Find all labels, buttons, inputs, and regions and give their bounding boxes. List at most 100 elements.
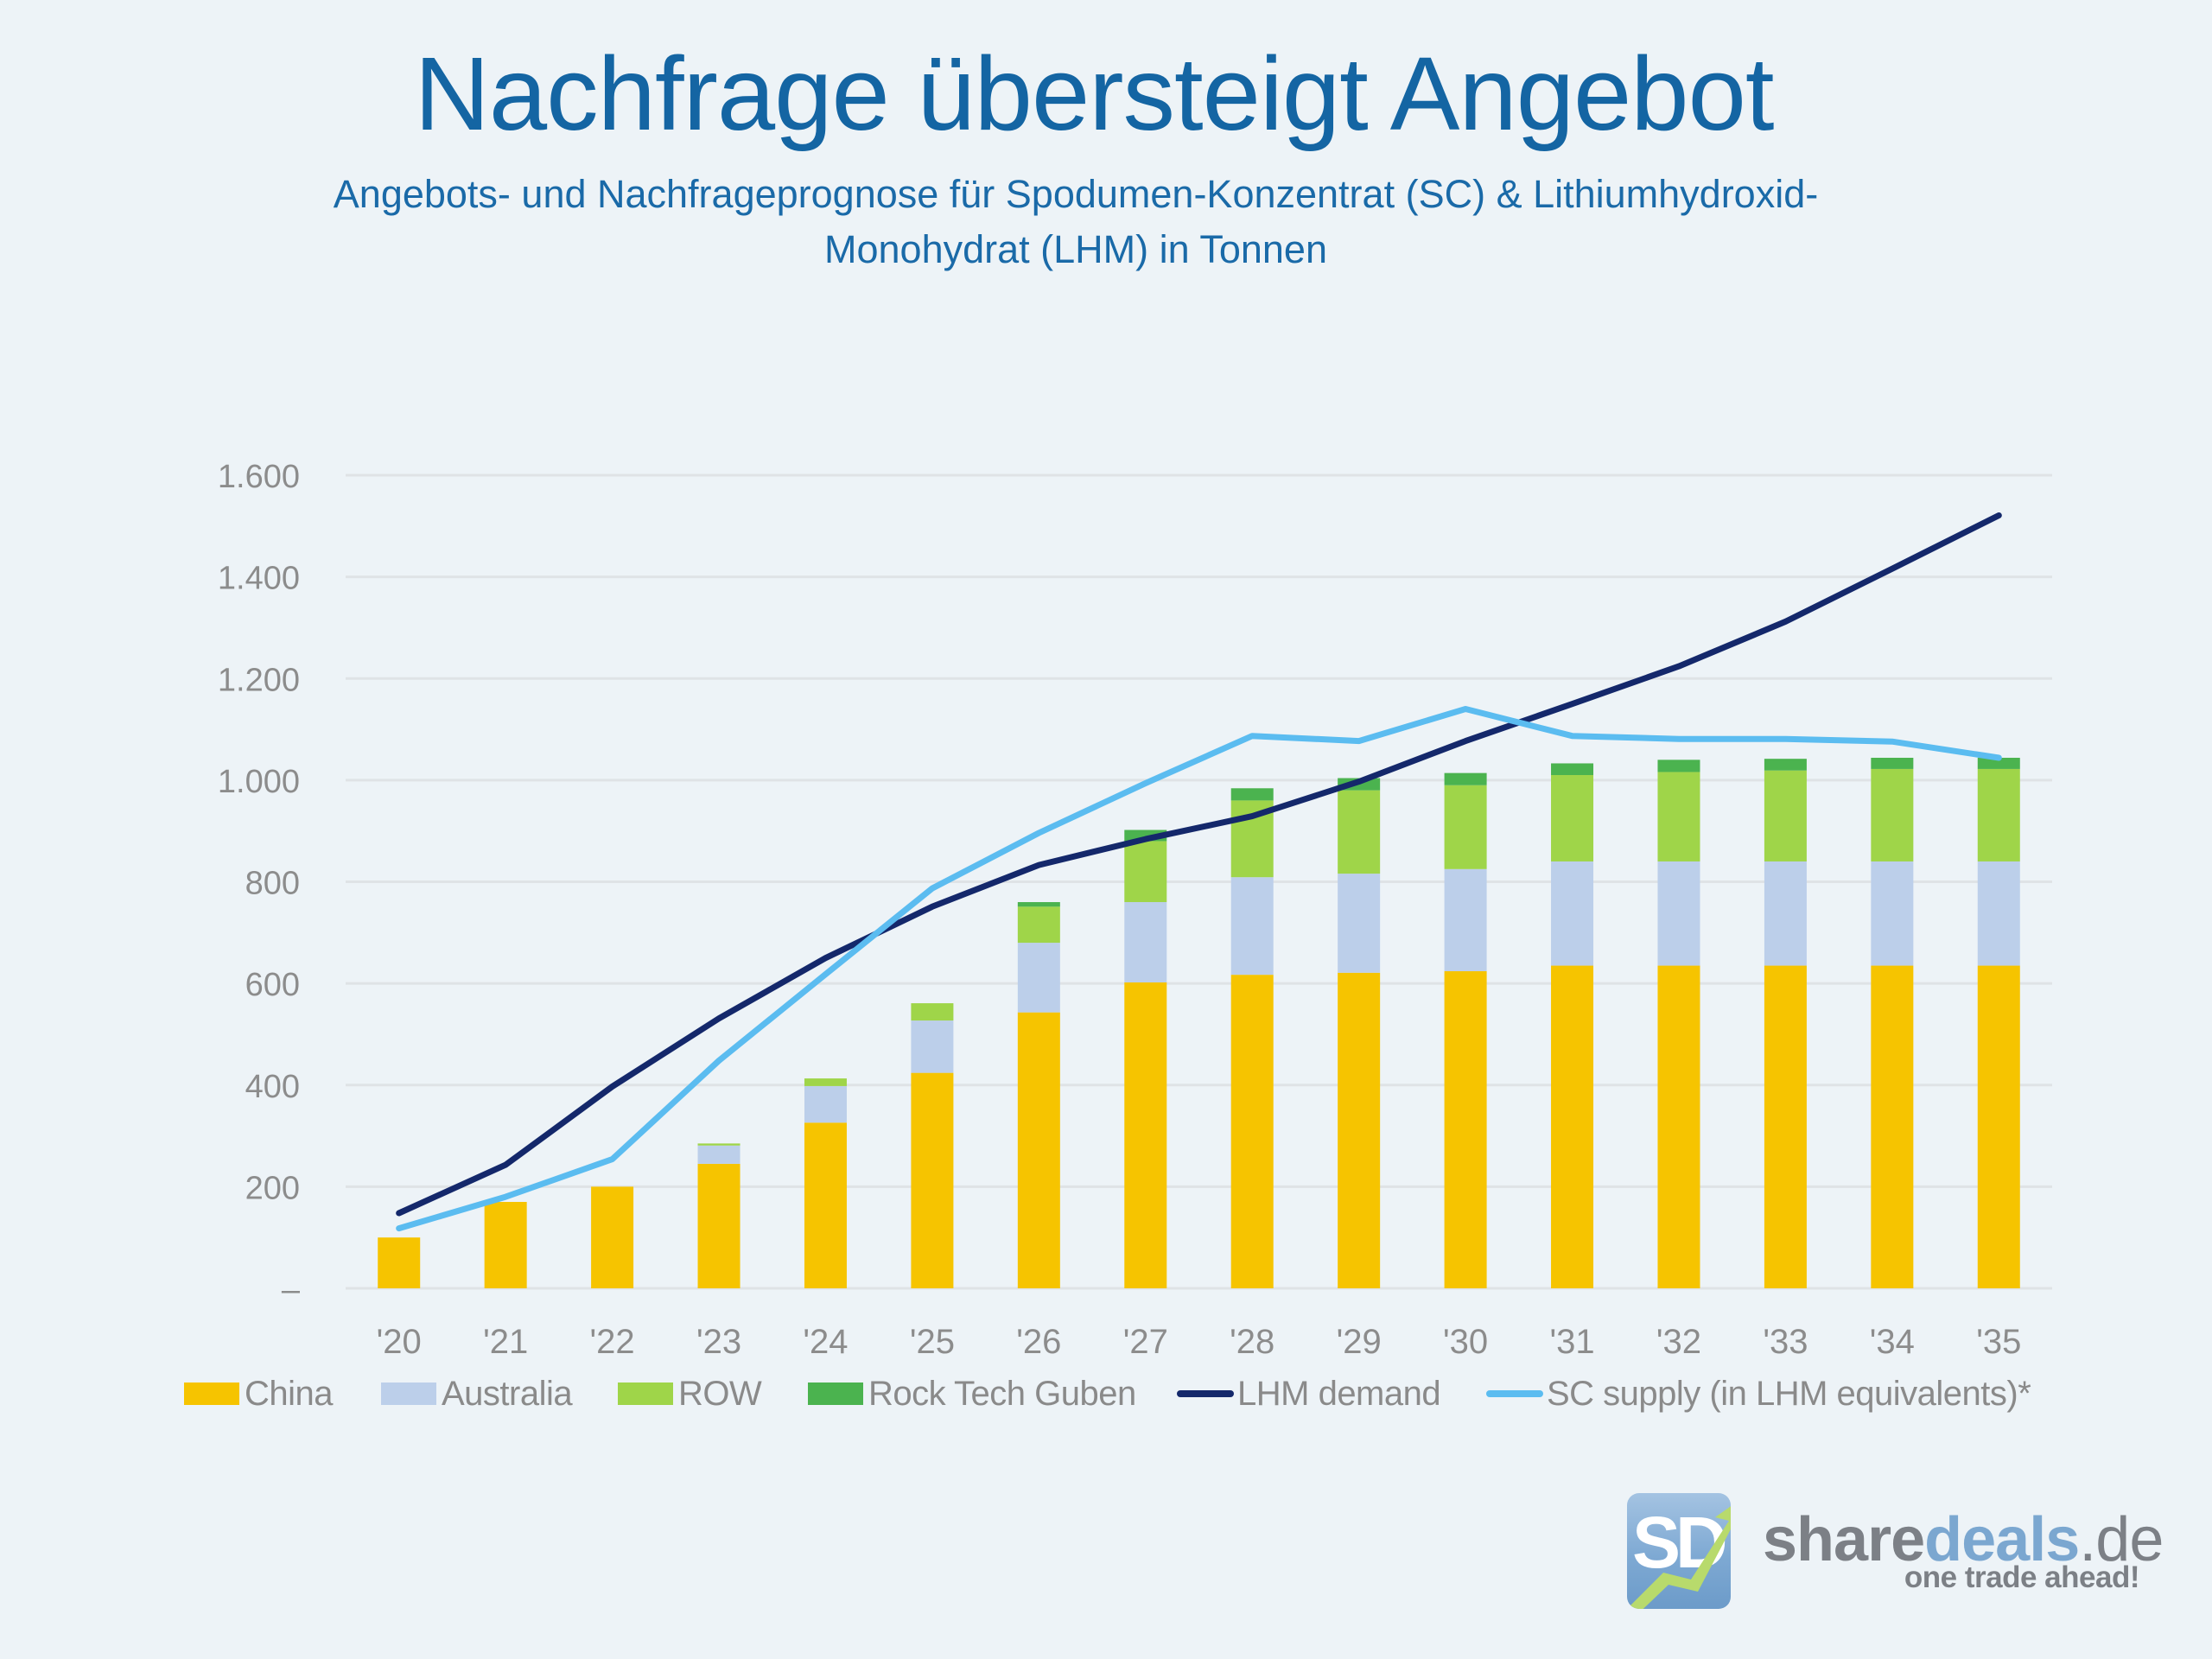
- x-tick-label: '31: [1549, 1323, 1594, 1361]
- bar-segment-rock-tech-guben: [1871, 757, 1914, 769]
- x-tick-label: '23: [696, 1323, 741, 1361]
- bar-segment-row: [1124, 841, 1167, 903]
- bar-segment-australia: [1871, 861, 1914, 966]
- legend-line-sc-supply: [1486, 1390, 1543, 1397]
- subtitle-line-1: Angebots- und Nachfrageprognose für Spod…: [333, 172, 1819, 216]
- logo-icon-text: SD: [1632, 1502, 1728, 1583]
- bars: [378, 757, 2020, 1288]
- x-tick-label: '24: [803, 1323, 848, 1361]
- legend-item-australia: Australia: [381, 1372, 573, 1415]
- x-tick-label: '26: [1016, 1323, 1061, 1361]
- y-tick-label: 800: [245, 866, 300, 902]
- logo-tagline: one trade ahead!: [1904, 1560, 2140, 1594]
- legend-swatch-rock-tech-guben: [808, 1382, 863, 1405]
- bar-segment-australia: [1338, 874, 1381, 973]
- y-tick-label: 600: [245, 967, 300, 1003]
- logo-wordmark: sharedeals.de: [1763, 1505, 2164, 1574]
- x-tick-label: '33: [1763, 1323, 1808, 1361]
- bar-segment-australia: [1764, 861, 1807, 966]
- bar-segment-china: [1124, 982, 1167, 1288]
- bar-segment-row: [1977, 768, 2020, 861]
- x-tick-label: '28: [1230, 1323, 1274, 1361]
- y-tick-label: 200: [245, 1170, 300, 1206]
- bar-segment-australia: [1977, 861, 2020, 966]
- x-tick-label: '25: [910, 1323, 955, 1361]
- bar-segment-australia: [1551, 861, 1594, 966]
- bar-segment-china: [1230, 975, 1274, 1288]
- legend-label: Rock Tech Guben: [868, 1374, 1136, 1413]
- legend-label: LHM demand: [1237, 1374, 1441, 1413]
- bar-segment-australia: [1444, 868, 1487, 972]
- x-tick-label: '29: [1337, 1323, 1382, 1361]
- chart-title: Nachfrage übersteigt Angebot: [414, 35, 1774, 152]
- legend-line-lhm-demand: [1177, 1390, 1234, 1397]
- x-tick-label: '22: [590, 1323, 635, 1361]
- bar-segment-row: [804, 1078, 847, 1086]
- bar-segment-rock-tech-guben: [1977, 757, 2020, 769]
- bar-segment-row: [1871, 768, 1914, 861]
- bar-segment-china: [378, 1237, 421, 1288]
- y-axis: – 200 400 600 800 1.000 1.200 1.400 1.600: [218, 459, 301, 1308]
- legend-label: China: [245, 1374, 334, 1413]
- bar-segment-australia: [1017, 943, 1060, 1013]
- x-tick-label: '27: [1123, 1323, 1168, 1361]
- chart-legend: China Australia ROW Rock Tech Guben LHM …: [0, 1372, 2212, 1415]
- x-tick-label: '32: [1656, 1323, 1701, 1361]
- legend-label: ROW: [678, 1374, 762, 1413]
- line-series-sc-supply-in-lhm-equivalents: [396, 706, 2002, 1232]
- x-tick-label: '21: [483, 1323, 528, 1361]
- bar-segment-row: [1017, 906, 1060, 944]
- legend-item-row: ROW: [618, 1372, 762, 1415]
- bar-segment-row: [1657, 772, 1700, 861]
- bar-segment-china: [1017, 1012, 1060, 1288]
- bar-segment-china: [591, 1186, 634, 1288]
- x-tick-label: '20: [377, 1323, 422, 1361]
- legend-label: Australia: [442, 1374, 573, 1413]
- bar-segment-china: [911, 1072, 954, 1288]
- bar-segment-rock-tech-guben: [1764, 759, 1807, 771]
- bar-segment-row: [697, 1143, 741, 1146]
- bar-segment-australia: [804, 1085, 847, 1123]
- bar-segment-rock-tech-guben: [1551, 763, 1594, 775]
- bar-segment-china: [697, 1163, 741, 1288]
- y-tick-label: 400: [245, 1069, 300, 1105]
- bar-segment-china: [1764, 965, 1807, 1288]
- bar-segment-australia: [1124, 902, 1167, 982]
- y-tick-label: 1.200: [218, 662, 300, 698]
- bar-segment-china: [804, 1122, 847, 1288]
- bar-segment-row: [1338, 790, 1381, 874]
- legend-swatch-china: [184, 1382, 239, 1405]
- bar-segment-row: [1551, 774, 1594, 861]
- legend-item-china: China: [184, 1372, 334, 1415]
- bar-segment-china: [484, 1202, 527, 1288]
- bar-segment-china: [1444, 971, 1487, 1288]
- bar-segment-australia: [911, 1020, 954, 1073]
- bar-segment-rock-tech-guben: [1230, 788, 1274, 801]
- bar-segment-china: [1657, 965, 1700, 1288]
- line-series-lhm-demand: [396, 512, 2002, 1217]
- bar-segment-row: [911, 1003, 954, 1021]
- bar-segment-rock-tech-guben: [1444, 772, 1487, 785]
- sharedeals-logo-icon: SD: [1627, 1493, 1731, 1609]
- bar-segment-row: [1764, 770, 1807, 861]
- legend-item-sc-supply: SC supply (in LHM equivalents)*: [1486, 1372, 2031, 1415]
- bar-segment-australia: [697, 1145, 741, 1164]
- bar-segment-china: [1977, 965, 2020, 1288]
- y-tick-label: 1.400: [218, 561, 300, 597]
- x-axis: '20 '21 '22 '23 '24 '25 '26 '27 '28 '29 '30 '31 '32 '…: [377, 1323, 2022, 1361]
- bar-segment-australia: [1657, 861, 1700, 966]
- bar-segment-australia: [1230, 877, 1274, 976]
- bar-segment-china: [1551, 965, 1594, 1288]
- bar-segment-china: [1871, 965, 1914, 1288]
- legend-label: SC supply (in LHM equivalents)*: [1547, 1374, 2031, 1413]
- subtitle-line-2: Monohydrat (LHM) in Tonnen: [824, 227, 1327, 271]
- sharedeals-logo: SD sharedeals.de one trade ahead!: [1627, 1493, 2164, 1614]
- bar-segment-row: [1444, 785, 1487, 869]
- legend-item-rock-tech-guben: Rock Tech Guben: [808, 1372, 1136, 1415]
- legend-swatch-australia: [381, 1382, 436, 1405]
- legend-item-lhm-demand: LHM demand: [1177, 1372, 1441, 1415]
- y-tick-label: 1.600: [218, 459, 300, 495]
- legend-swatch-row: [618, 1382, 673, 1405]
- x-tick-label: '35: [1976, 1323, 2021, 1361]
